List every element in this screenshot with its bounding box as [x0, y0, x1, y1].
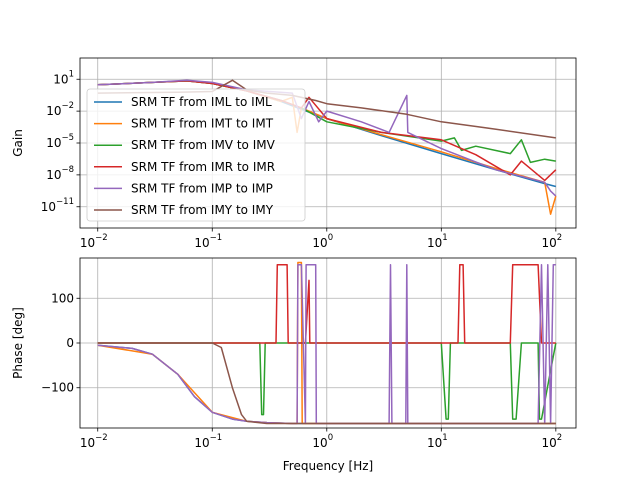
x-tick-base: 10	[80, 236, 95, 250]
x-axis-label: Frequency [Hz]	[283, 459, 374, 473]
y-tick-base: 10	[46, 104, 61, 118]
series-line	[97, 263, 556, 344]
legend-label: SRM TF from IML to IML	[131, 95, 272, 109]
x-tick-exp: 0	[328, 233, 333, 243]
legend-box	[86, 88, 306, 222]
x-tick-label: 10−1	[194, 233, 222, 250]
x-tick-exp: −2	[95, 433, 108, 443]
y-tick-label: 101	[53, 69, 74, 86]
x-tick-exp: 2	[557, 233, 562, 243]
x-tick-base: 10	[194, 436, 209, 450]
x-tick-exp: 0	[328, 433, 333, 443]
x-tick-label: 10−2	[80, 233, 108, 250]
x-tick-label: 10−1	[194, 433, 222, 450]
y-tick-exp: −11	[56, 197, 74, 207]
y-tick-label: 0	[66, 336, 74, 350]
x-tick-base: 10	[427, 436, 442, 450]
x-tick-base: 10	[427, 236, 442, 250]
x-tick-exp: 2	[557, 433, 562, 443]
legend-label: SRM TF from IMY to IMY	[131, 203, 274, 217]
series-line	[97, 342, 556, 425]
x-tick-base: 10	[541, 236, 556, 250]
x-tick-label: 102	[541, 433, 562, 450]
x-tick-label: 10−2	[80, 433, 108, 450]
legend-label: SRM TF from IMT to IMT	[131, 117, 274, 131]
y-tick-exp: −2	[61, 101, 74, 111]
x-tick-base: 10	[194, 236, 209, 250]
x-tick-base: 10	[541, 436, 556, 450]
y-axis-label: Gain	[11, 129, 25, 157]
y-axis-label: Phase [deg]	[11, 307, 25, 379]
x-tick-exp: 1	[442, 233, 447, 243]
legend-label: SRM TF from IMV to IMV	[131, 138, 276, 152]
series-line	[97, 79, 557, 197]
series-line	[97, 342, 557, 420]
x-tick-base: 10	[80, 436, 95, 450]
legend-label: SRM TF from IMR to IMR	[131, 160, 275, 174]
x-tick-base: 10	[312, 236, 327, 250]
y-tick-base: 10	[46, 168, 61, 182]
y-tick-label: −100	[41, 381, 74, 395]
y-tick-base: 10	[46, 136, 61, 150]
x-tick-label: 100	[312, 433, 333, 450]
x-tick-exp: −2	[95, 233, 108, 243]
series-line	[97, 80, 557, 182]
x-tick-exp: −1	[210, 433, 223, 443]
x-tick-label: 102	[541, 233, 562, 250]
y-tick-base: 10	[41, 200, 56, 214]
y-tick-label: 10−8	[46, 165, 74, 182]
y-tick-exp: −8	[61, 165, 74, 175]
x-tick-exp: 1	[442, 433, 447, 443]
y-tick-label: 100	[51, 291, 74, 305]
legend: SRM TF from IML to IML SRM TF from IMT to…	[86, 88, 306, 222]
y-tick-label: 10−2	[46, 101, 74, 118]
y-tick-exp: 1	[69, 69, 74, 79]
legend-label: SRM TF from IMP to IMP	[131, 181, 273, 195]
y-tick-base: 10	[53, 72, 68, 86]
gain-panel: 10−2 10−1 100 101 10210110−210−510−810−11Gai…	[11, 57, 577, 250]
series-group	[97, 261, 557, 425]
y-tick-label: 10−5	[46, 133, 74, 150]
x-tick-label: 101	[427, 433, 448, 450]
x-tick-label: 100	[312, 233, 333, 250]
y-tick-label: 10−11	[41, 197, 74, 214]
y-tick-exp: −5	[61, 133, 74, 143]
x-tick-base: 10	[312, 436, 327, 450]
x-tick-label: 101	[427, 233, 448, 250]
x-tick-exp: −1	[210, 233, 223, 243]
